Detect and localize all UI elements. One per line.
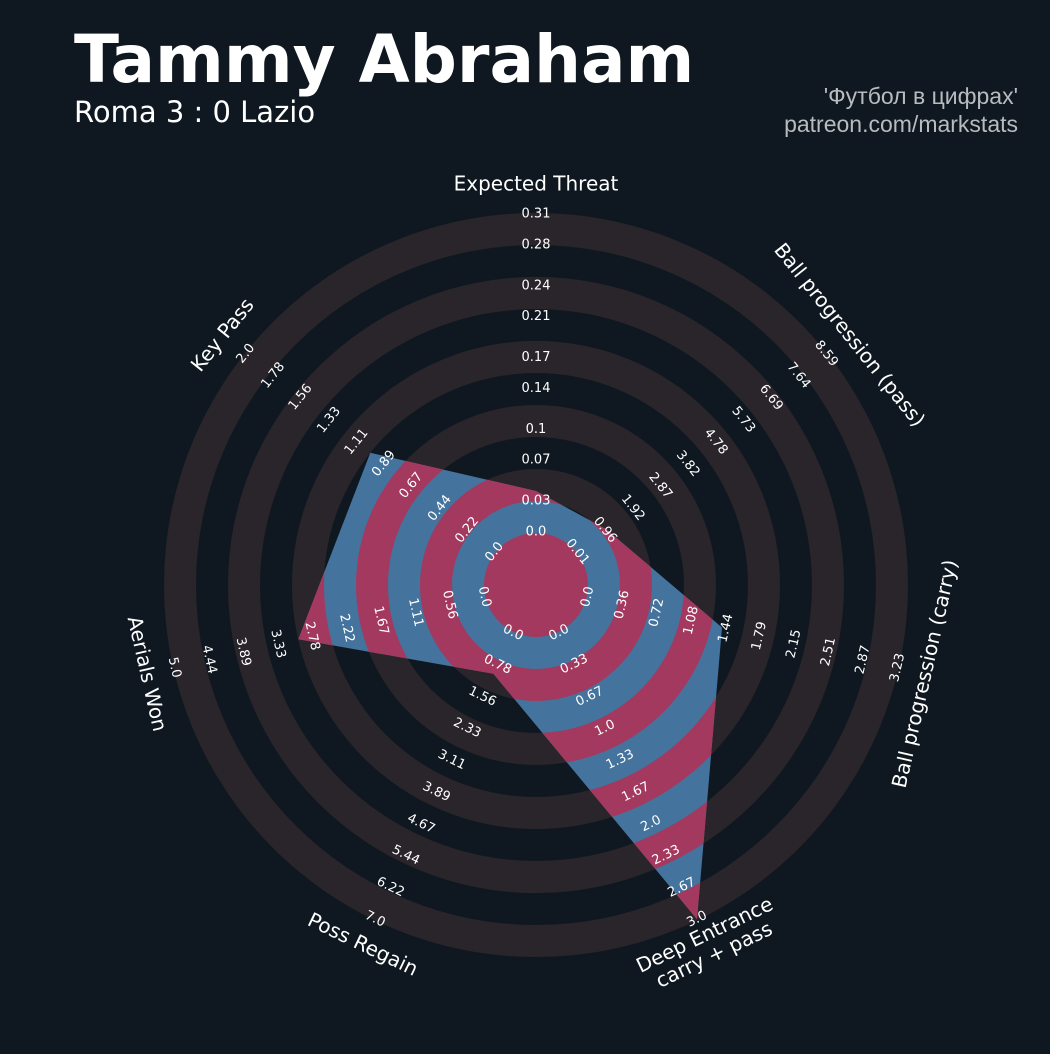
tick-label: 0.24 (522, 278, 551, 293)
tick-label: 0.1 (526, 422, 547, 437)
tick-label: 0.07 (522, 453, 551, 468)
chart-title: Tammy Abraham (74, 21, 694, 98)
tick-label: 3.23 (887, 652, 908, 684)
tick-label: 0.56 (439, 589, 460, 621)
tick-label: 2.51 (818, 636, 839, 668)
tick-label: 1.08 (681, 605, 702, 637)
credit: 'Футбол в цифрах' (824, 83, 1018, 109)
tick-label: 1.44 (715, 613, 736, 645)
tick-label: 5.0 (165, 656, 184, 680)
tick-label: 2.15 (783, 628, 804, 660)
tick-label: 0.0 (475, 585, 494, 609)
tick-label: 1.79 (749, 620, 770, 652)
tick-label: 0.21 (522, 309, 551, 324)
tick-label: 0.14 (522, 381, 551, 396)
axis-label: Expected Threat (454, 172, 619, 196)
tick-label: 4.44 (198, 644, 219, 676)
tick-label: 0.36 (612, 589, 633, 621)
tick-label: 2.78 (301, 620, 322, 652)
tick-label: 2.22 (336, 612, 357, 644)
tick-label: 1.67 (370, 605, 391, 637)
tick-label: 0.28 (522, 237, 551, 252)
chart-subtitle: Roma 3 : 0 Lazio (74, 95, 315, 129)
highlight-rings (298, 452, 722, 920)
tick-label: 2.87 (853, 644, 874, 676)
tick-label: 0.0 (578, 585, 597, 609)
ring-highlight (298, 452, 722, 920)
tick-label: 3.89 (233, 636, 254, 668)
tick-label: 0.31 (522, 207, 551, 222)
tick-label: 0.0 (526, 525, 547, 540)
tick-label: 0.03 (522, 494, 551, 509)
tick-label: 0.72 (646, 597, 667, 629)
credit: patreon.com/markstats (784, 111, 1018, 137)
tick-label: 0.17 (522, 350, 551, 365)
tick-label: 1.11 (405, 597, 426, 629)
tick-label: 3.33 (267, 628, 288, 660)
